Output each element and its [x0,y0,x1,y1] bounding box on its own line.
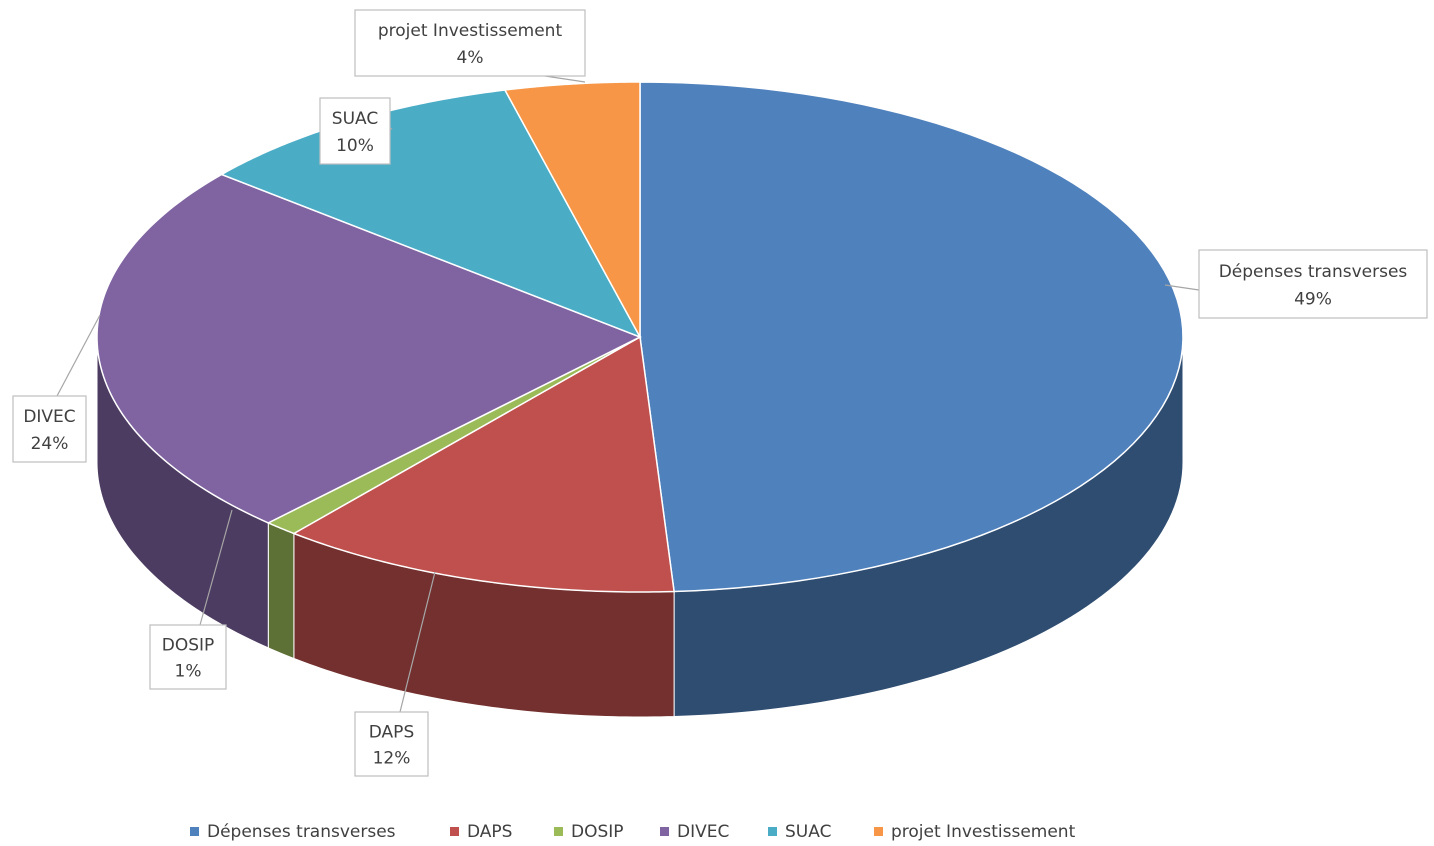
data-label-box [319,97,391,165]
data-label-box [354,9,586,77]
data-label-value: 4% [457,48,484,68]
slice [503,81,641,338]
legend-label: Dépenses transverses [207,822,396,842]
legend-swatch [660,827,669,836]
data-label-name: DIVEC [23,407,75,427]
legend-swatch [554,827,563,836]
data-label-name: projet Investissement [378,21,563,41]
legend-label: DAPS [467,822,512,842]
leader-line [56,314,101,397]
data-label-value: 1% [175,662,202,682]
leader-line [199,509,233,626]
data-label-value: 49% [1294,290,1332,310]
data-label-name: DAPS [369,722,414,742]
legend-swatch [450,827,459,836]
legend-swatch [190,827,199,836]
slice [639,81,1184,593]
data-label-value: 10% [336,136,374,156]
legend-swatch [768,827,777,836]
data-label-box [354,711,429,777]
legend-label: SUAC [785,822,831,842]
leader-line [1164,284,1200,291]
slice [96,173,642,524]
slice-side [267,522,295,660]
leader-line [399,571,436,713]
leader-line [544,75,586,83]
slice [266,336,641,535]
legend-label: projet Investissement [891,822,1076,842]
data-label-box [149,624,227,690]
legend-label: DOSIP [571,822,624,842]
slice [292,335,675,593]
legend-label: DIVEC [677,822,729,842]
data-label-box [1198,249,1428,319]
data-label-name: SUAC [332,109,378,129]
data-label-name: Dépenses transverses [1219,262,1408,282]
data-label-value: 12% [373,749,411,769]
data-label-name: DOSIP [162,635,215,655]
data-label-value: 24% [31,434,69,454]
data-label-box [12,395,87,463]
legend-swatch [874,827,883,836]
